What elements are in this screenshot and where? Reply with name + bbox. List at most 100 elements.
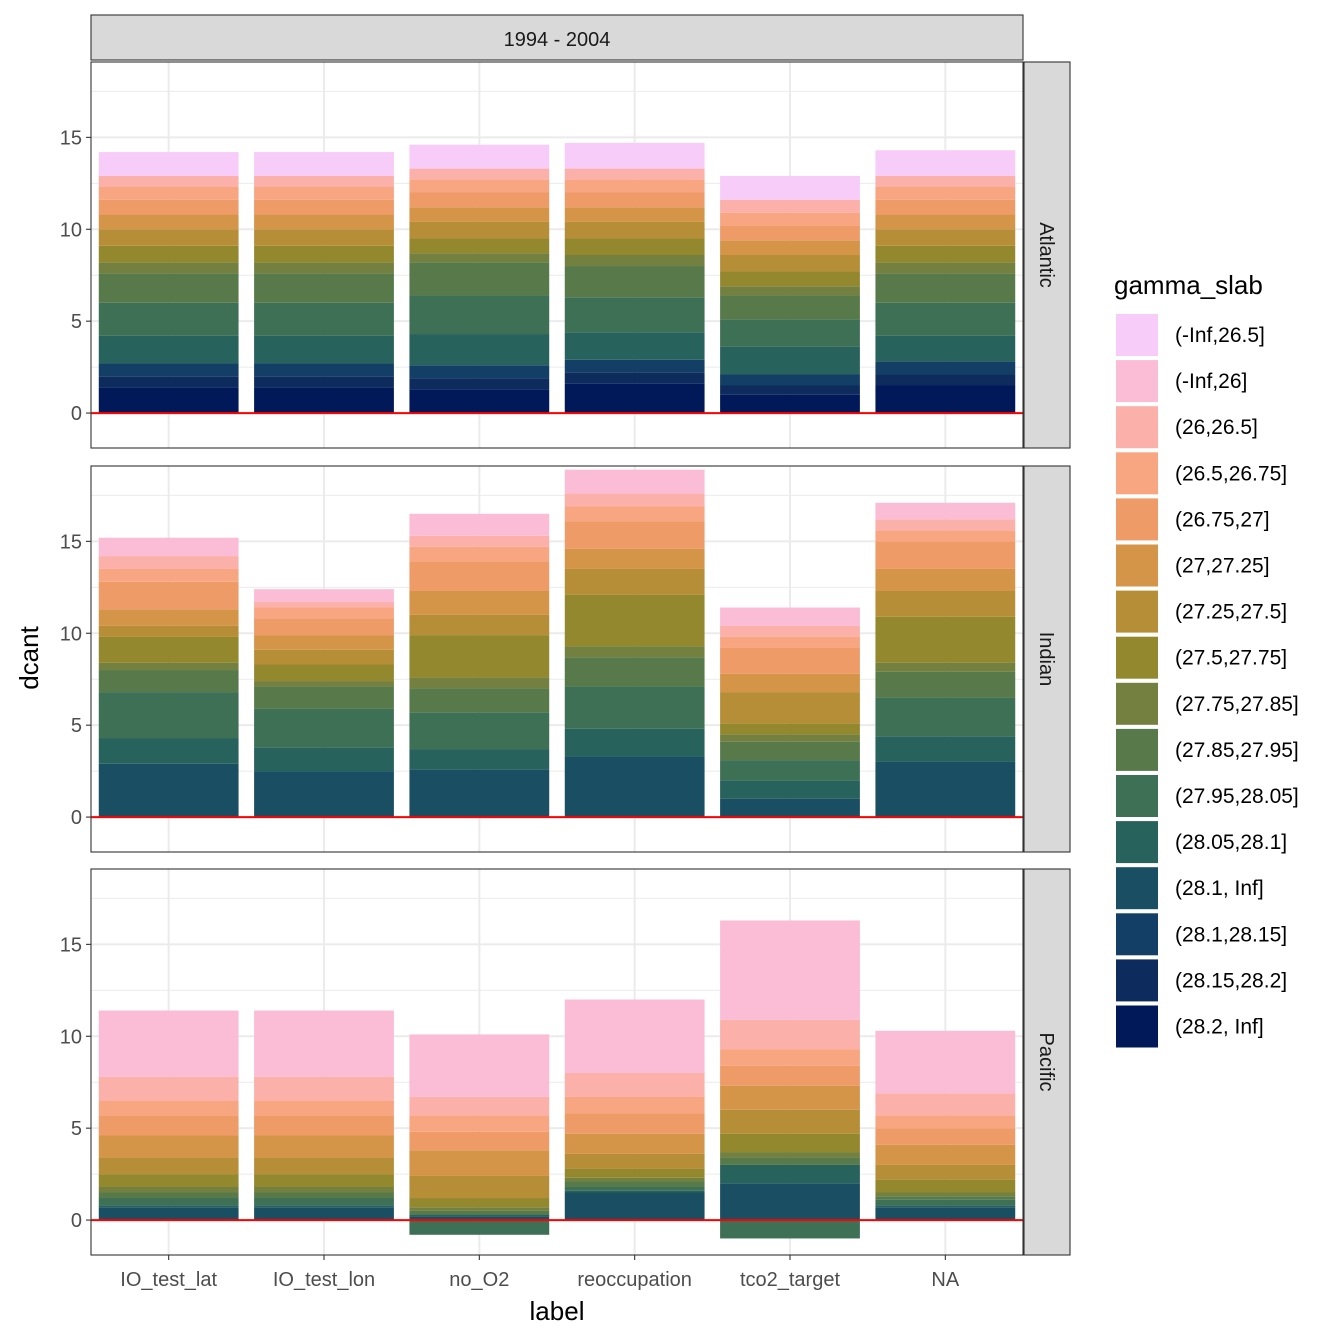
legend-item-26-5-26-75: (26.5,26.75] [1116, 452, 1287, 495]
bar-segment-pacific-io-test-lat-26-26-5 [98, 1076, 239, 1101]
legend-key-swatch [1116, 314, 1158, 356]
bar-segment-indian-io-test-lon-28-1-inf [254, 771, 394, 818]
bar-segment-atlantic-na-inf-26-5 [875, 150, 1016, 176]
bar-segment-indian-tco2-target-26-75-27 [720, 647, 860, 674]
bar-segment-atlantic-reoccupation-26-26-5 [564, 168, 705, 180]
panel-atlantic [90, 61, 1024, 449]
bar-segment-pacific-tco2-target-26-26-5 [720, 1019, 860, 1050]
bar-segment-atlantic-no-o2-27-85-27-95 [409, 262, 550, 296]
panel-background [91, 62, 1023, 448]
bar-segment-indian-io-test-lat-27-5-27-75 [98, 636, 239, 663]
bar-segment-indian-no-o2-28-05-28-1 [409, 749, 550, 770]
bar-segment-pacific-io-test-lon-inf-26 [254, 1010, 394, 1077]
bar-segment-atlantic-io-test-lat-26-5-26-75 [98, 186, 239, 200]
bar-segment-indian-io-test-lon-26-26-5 [254, 602, 394, 608]
bar-segment-atlantic-no-o2-27-75-27-85 [409, 253, 550, 263]
bar-segment-pacific-no-o2-26-75-27 [409, 1131, 550, 1151]
bar-segment-pacific-na-27-25-27-5 [875, 1164, 1016, 1180]
bar-segment-indian-io-test-lon-inf-26 [254, 589, 394, 603]
y-tick-label: 5 [71, 311, 82, 333]
bar-segment-indian-reoccupation-27-75-27-85 [564, 646, 705, 658]
bar-segment-indian-no-o2-27-25-27-5 [409, 614, 550, 636]
legend-item-26-26-5: (26,26.5] [1116, 406, 1258, 449]
bar-segment-indian-na-27-85-27-95 [875, 671, 1016, 698]
legend-item-28-2-inf: (28.2, Inf] [1116, 1005, 1264, 1048]
bar-segment-atlantic-io-test-lat-inf-26-5 [98, 152, 239, 176]
bar-segment-atlantic-io-test-lat-27-85-27-95 [98, 273, 239, 303]
y-tick-label: 0 [71, 807, 82, 829]
bar-segment-indian-io-test-lat-27-95-28-05 [98, 692, 239, 739]
bar-segment-atlantic-reoccupation-27-25-27-5 [564, 221, 705, 239]
bar-segment-indian-na-27-27-25 [875, 568, 1016, 591]
bar-segment-atlantic-no-o2-27-27-25 [409, 207, 550, 222]
bar-segment-indian-reoccupation-26-5-26-75 [564, 506, 705, 522]
bar-segment-pacific-tco2-target-27-25-27-5 [720, 1109, 860, 1134]
bar-segment-pacific-no-o2-26-26-5 [409, 1096, 550, 1116]
y-tick-label: 15 [60, 531, 82, 553]
bar-segment-atlantic-reoccupation-26-75-27 [564, 192, 705, 208]
bar-segment-pacific-no-o2-27-27-25 [409, 1150, 550, 1176]
bar-segment-indian-na-27-95-28-05 [875, 697, 1016, 737]
x-tick-label-no-o2: no_O2 [449, 1269, 509, 1291]
bar-segment-indian-reoccupation-26-75-27 [564, 521, 705, 549]
bar-segment-atlantic-no-o2-28-15-28-2 [409, 378, 550, 390]
facet-row-label-indian: Indian [1035, 632, 1057, 687]
bar-segment-indian-no-o2-inf-26 [409, 513, 550, 536]
bar-segment-atlantic-io-test-lon-28-15-28-2 [254, 376, 394, 388]
bar-segment-indian-no-o2-27-85-27-95 [409, 688, 550, 713]
bar-segment-atlantic-reoccupation-27-85-27-95 [564, 266, 705, 298]
bar-segment-pacific-io-test-lat-27-85-27-95 [98, 1192, 239, 1199]
bar-segment-pacific-reoccupation-27-25-27-5 [564, 1153, 705, 1169]
y-tick-label: 0 [71, 403, 82, 425]
bar-segment-atlantic-io-test-lat-28-05-28-1 [98, 335, 239, 364]
bar-segment-pacific-io-test-lat-27-25-27-5 [98, 1157, 239, 1175]
bar-segment-indian-tco2-target-27-85-27-95 [720, 741, 860, 761]
bar-segment-atlantic-io-test-lat-27-95-28-05 [98, 302, 239, 336]
bar-segment-indian-io-test-lat-28-05-28-1 [98, 738, 239, 764]
bar-segment-indian-io-test-lon-27-75-27-85 [254, 681, 394, 687]
x-tick-label-na: NA [931, 1269, 959, 1291]
bar-segment-pacific-na-27-5-27-75 [875, 1179, 1016, 1193]
legend-key-swatch [1116, 1005, 1158, 1048]
bar-segment-indian-io-test-lat-28-1-inf [98, 763, 239, 818]
bar-segment-atlantic-io-test-lon-28-1-28-15 [254, 363, 394, 377]
bar-segment-pacific-no-o2-27-25-27-5 [409, 1175, 550, 1199]
legend-label: (-Inf,26] [1175, 370, 1247, 393]
panel-background [91, 869, 1023, 1255]
bar-segment-indian-na-28-05-28-1 [875, 736, 1016, 762]
facet-column-title: 1994 - 2004 [504, 29, 611, 51]
bar-segment-atlantic-no-o2-26-5-26-75 [409, 179, 550, 193]
facet-row-label-pacific: Pacific [1035, 1033, 1057, 1092]
bar-segment-pacific-io-test-lon-28-1-inf [254, 1207, 394, 1221]
legend-item-28-1-28-15: (28.1,28.15] [1116, 913, 1287, 956]
bar-segment-atlantic-io-test-lon-26-26-5 [254, 175, 394, 187]
legend-key-swatch [1116, 821, 1158, 864]
panel-border [90, 61, 1024, 449]
legend-label: (28.1, Inf] [1175, 877, 1264, 900]
bar-segment-atlantic-io-test-lat-26-26-5 [98, 175, 239, 187]
bar-segment-indian-na-26-26-5 [875, 519, 1016, 531]
bar-segment-atlantic-reoccupation-28-1-28-15 [564, 359, 705, 373]
bar-segment-pacific-no-o2-27-85-27-95 [409, 1210, 550, 1215]
bar-segment-indian-no-o2-27-27-25 [409, 590, 550, 615]
bar-segment-indian-io-test-lat-26-5-26-75 [98, 568, 239, 582]
legend-item-28-05-28-1: (28.05,28.1] [1116, 821, 1287, 864]
legend-item-28-15-28-2: (28.15,28.2] [1116, 959, 1287, 1002]
legend-label: (27,27.25] [1175, 555, 1270, 578]
bar-segment-atlantic-io-test-lat-28-15-28-2 [98, 376, 239, 388]
bar-segment-pacific-no-o2-27-95-28-05 [409, 1220, 550, 1235]
bar-segment-atlantic-reoccupation-27-27-25 [564, 207, 705, 222]
bar-segment-indian-reoccupation-26-26-5 [564, 493, 705, 507]
legend-label: (28.2, Inf] [1175, 1016, 1264, 1039]
legend-key-swatch [1116, 728, 1158, 771]
facet-row-strip-atlantic [1023, 61, 1071, 449]
bar-segment-indian-tco2-target-27-27-25 [720, 673, 860, 693]
bar-segment-atlantic-io-test-lon-28-2-inf [254, 387, 394, 414]
bar-segment-atlantic-tco2-target-27-25-27-5 [720, 255, 860, 272]
bar-segment-pacific-tco2-target-27-75-27-85 [720, 1152, 860, 1158]
bar-segment-atlantic-tco2-target-26-5-26-75 [720, 212, 860, 226]
x-axis-title: label [530, 1296, 585, 1326]
bar-segment-atlantic-na-27-75-27-85 [875, 262, 1016, 274]
bar-segment-atlantic-io-test-lon-27-95-28-05 [254, 302, 394, 336]
